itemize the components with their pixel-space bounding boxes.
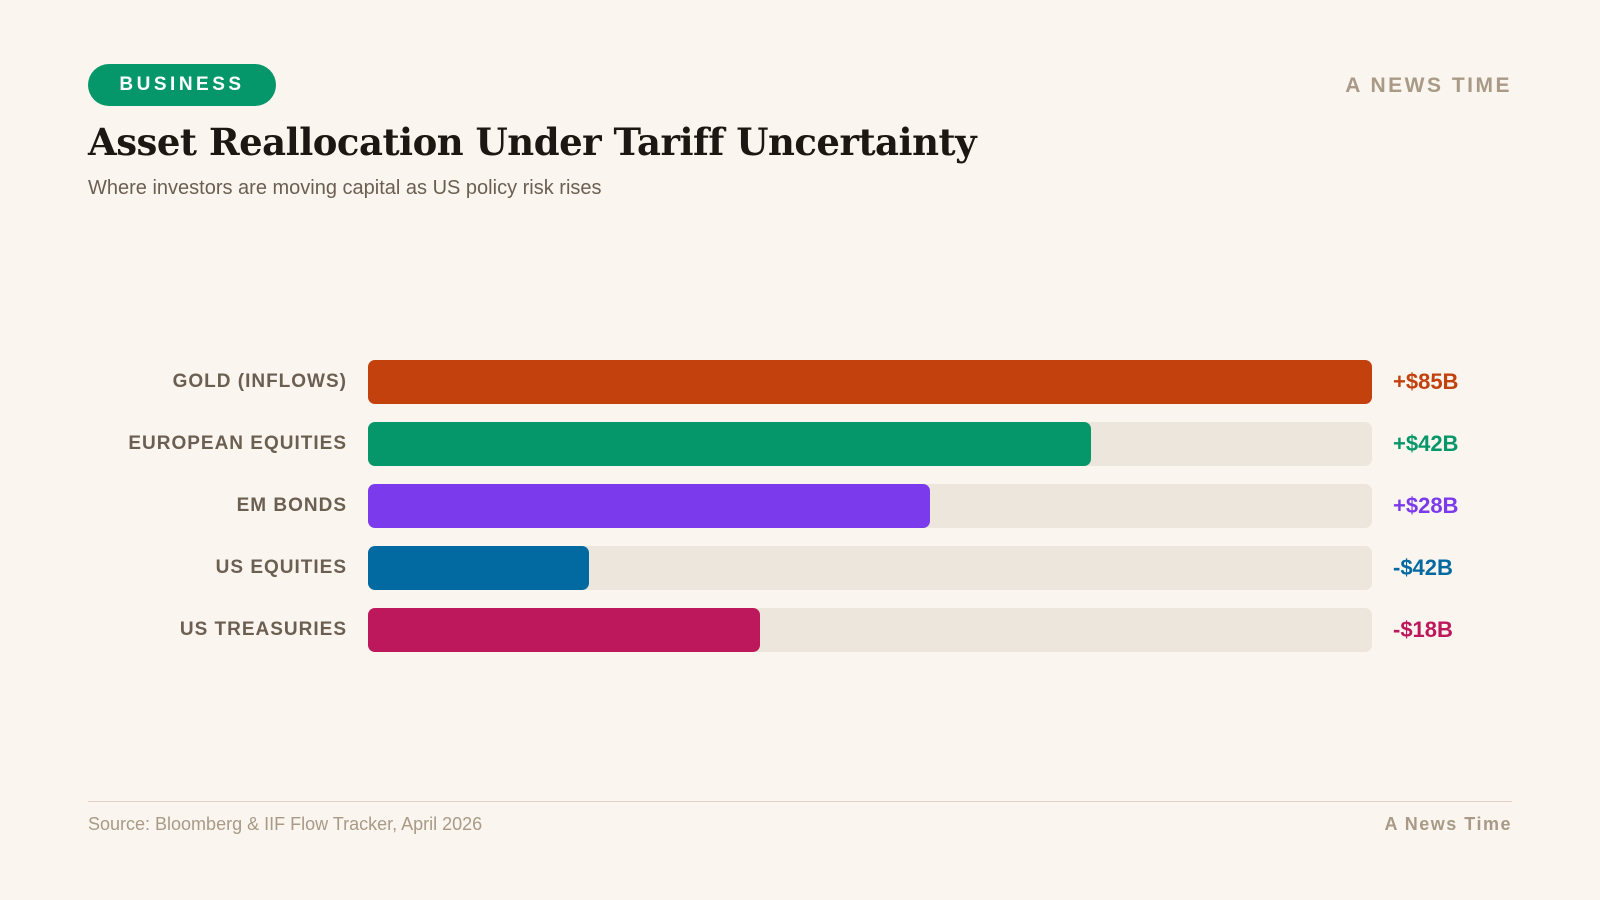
value-label: +$42B xyxy=(1393,431,1459,456)
bar-row: EUROPEAN EQUITIES +$42B xyxy=(0,422,1600,466)
bar-track xyxy=(368,608,1372,652)
footer-divider xyxy=(88,801,1512,802)
bar xyxy=(368,360,1372,404)
category-tag: BUSINESS xyxy=(88,64,276,106)
bar-label: GOLD (INFLOWS) xyxy=(172,371,347,392)
bar-track xyxy=(368,422,1372,466)
bar-row: EM BONDS +$28B xyxy=(0,484,1600,528)
footer-brand: A News Time xyxy=(1384,814,1512,834)
bar-row: US EQUITIES -$42B xyxy=(0,546,1600,590)
chart-title: Asset Reallocation Under Tariff Uncertai… xyxy=(88,120,977,164)
bar-track xyxy=(368,484,1372,528)
value-label: -$42B xyxy=(1393,555,1453,580)
bar-label: US EQUITIES xyxy=(215,557,347,578)
value-label: +$28B xyxy=(1393,493,1459,518)
source-note: Source: Bloomberg & IIF Flow Tracker, Ap… xyxy=(88,814,483,834)
bar-label: US TREASURIES xyxy=(179,619,347,640)
chart-subtitle: Where investors are moving capital as US… xyxy=(88,177,602,199)
brand-logo: A NEWS TIME xyxy=(1345,74,1512,97)
value-label: +$85B xyxy=(1393,369,1459,394)
bar xyxy=(368,608,760,652)
bar-label: EM BONDS xyxy=(236,495,347,516)
bar-row: US TREASURIES -$18B xyxy=(0,608,1600,652)
bar-track xyxy=(368,546,1372,590)
value-label: -$18B xyxy=(1393,617,1453,642)
bar xyxy=(368,546,589,590)
bar xyxy=(368,484,931,528)
bar xyxy=(368,422,1091,466)
bar-label: EUROPEAN EQUITIES xyxy=(128,433,347,454)
bar-track xyxy=(368,360,1372,404)
bar-row: GOLD (INFLOWS) +$85B xyxy=(0,360,1600,404)
